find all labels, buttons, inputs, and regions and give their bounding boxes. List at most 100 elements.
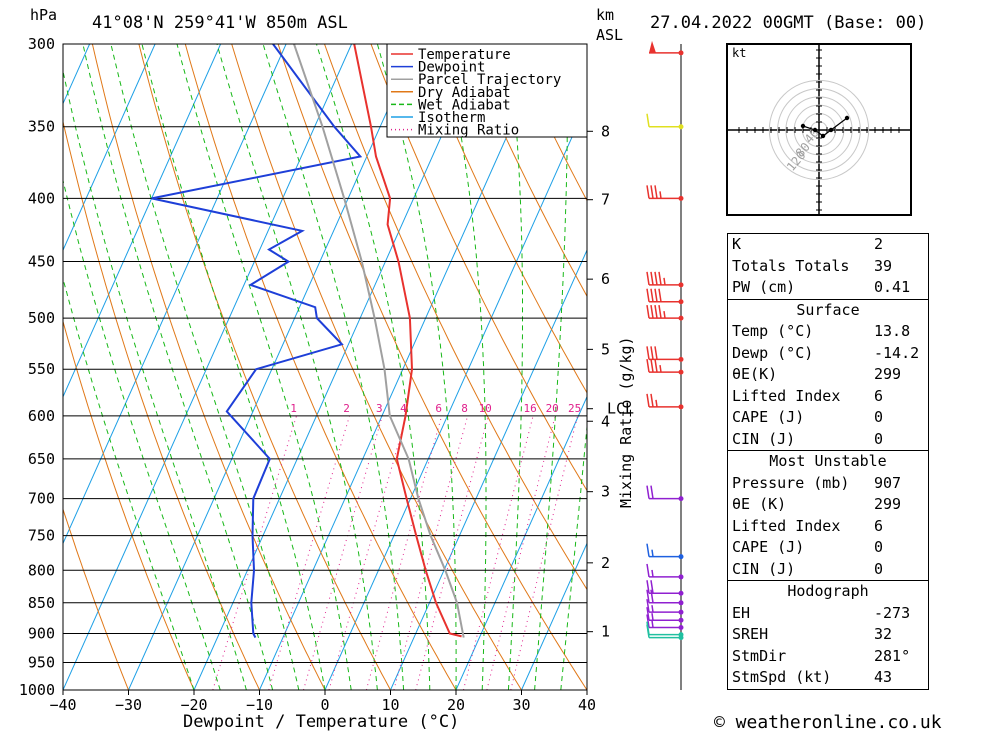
wind-barb-flag bbox=[650, 485, 654, 499]
wet-adiabat-line bbox=[376, 44, 457, 690]
index-label: CAPE (J) bbox=[732, 408, 805, 426]
dry-adiabat-line bbox=[416, 44, 587, 394]
mixing-ratio-line bbox=[365, 415, 443, 690]
hpa-unit-label: hPa bbox=[30, 6, 57, 24]
most-unstable-indices: Most Unstable Pressure (mb) 907 θE (K) 299… bbox=[728, 451, 928, 581]
section-title: Most Unstable bbox=[769, 452, 887, 470]
dry-adiabat-line bbox=[91, 44, 326, 690]
wind-barb-flag bbox=[650, 271, 654, 286]
pressure-tick-label: 350 bbox=[28, 118, 55, 136]
isotherm-line bbox=[63, 44, 287, 545]
index-row: θE(K) 299 bbox=[728, 364, 928, 386]
axes: 3003504004505005506006507007508008509009… bbox=[19, 35, 634, 714]
hodograph-point bbox=[828, 127, 834, 133]
hodograph-ring bbox=[801, 112, 837, 148]
index-value: 2 bbox=[874, 235, 884, 253]
dry-adiabat-line bbox=[63, 119, 260, 690]
index-row: Dewp (°C) -14.2 bbox=[728, 343, 928, 365]
index-value: 0 bbox=[874, 538, 884, 556]
isotherm-line bbox=[128, 44, 418, 690]
index-label: StmSpd (kt) bbox=[732, 668, 832, 686]
wind-barb-flag bbox=[650, 589, 654, 603]
wind-barb-half-flag bbox=[663, 310, 666, 319]
pressure-tick-label: 300 bbox=[28, 35, 55, 53]
wind-barb-flag bbox=[646, 563, 650, 578]
legend-label: Temperature bbox=[418, 47, 511, 63]
index-label: StmDir bbox=[732, 646, 787, 665]
wind-barb-flag bbox=[658, 288, 662, 302]
index-value: 0 bbox=[874, 429, 884, 448]
wind-barb-flag bbox=[654, 185, 658, 199]
isotherm-line bbox=[521, 542, 587, 690]
mixing-ratio-label: 4 bbox=[400, 402, 407, 415]
x-axis-title: Dewpoint / Temperature (°C) bbox=[183, 712, 459, 732]
wet-adiabat-line bbox=[63, 178, 221, 690]
index-value: 13.8 bbox=[874, 322, 911, 340]
wind-barb-flag bbox=[650, 580, 654, 594]
mixing-ratio-label: 20 bbox=[546, 402, 559, 415]
parcel-trajectory-line bbox=[293, 44, 465, 638]
mixing-ratio-label: 2 bbox=[343, 402, 350, 415]
wind-barb-flag bbox=[650, 288, 654, 302]
wind-barb-half-flag bbox=[659, 365, 662, 373]
profile-lines bbox=[151, 44, 465, 639]
index-label: CAPE (J) bbox=[732, 538, 805, 556]
legend-box bbox=[386, 43, 588, 138]
index-value: 32 bbox=[874, 625, 893, 643]
pressure-tick-label: 600 bbox=[28, 407, 55, 425]
index-value: 6 bbox=[874, 516, 884, 535]
wet-adiabat-line bbox=[262, 44, 405, 690]
isotherm-line bbox=[259, 44, 549, 690]
index-row: CIN (J) 0 bbox=[728, 559, 928, 581]
wet-adiabat-line bbox=[442, 44, 487, 690]
wet-adiabat-line bbox=[110, 44, 300, 690]
legend-label: Wet Adiabat bbox=[418, 97, 511, 113]
index-label: Pressure (mb) bbox=[732, 473, 850, 492]
index-label: θE(K) bbox=[732, 365, 778, 383]
wind-barb-flag bbox=[650, 359, 654, 373]
hodograph-ring bbox=[785, 96, 853, 164]
pressure-tick-label: 550 bbox=[28, 360, 55, 378]
section-title: Surface bbox=[796, 300, 860, 319]
wind-barb-half-flag bbox=[659, 191, 662, 199]
isotherm-line bbox=[324, 102, 587, 690]
wind-barb-half-flag bbox=[651, 620, 654, 628]
wind-barb-flag bbox=[650, 304, 654, 319]
index-row: Temp (°C) 13.8 bbox=[728, 321, 928, 343]
mixing-ratio-label: 25 bbox=[568, 402, 581, 415]
wind-barb-flag bbox=[646, 485, 650, 499]
pressure-tick-label: 650 bbox=[28, 450, 55, 468]
wet-adiabat-line bbox=[63, 69, 247, 690]
index-row: θE (K) 299 bbox=[728, 494, 928, 516]
hodograph-point bbox=[800, 123, 806, 129]
wind-barb-flag bbox=[646, 346, 650, 360]
index-row: CAPE (J) 0 bbox=[728, 537, 928, 559]
index-row: EH -273 bbox=[728, 603, 928, 625]
wind-barb-flag bbox=[654, 271, 658, 286]
km-unit-label: km bbox=[596, 6, 614, 24]
surface-indices: Surface Temp (°C) 13.8 Dewp (°C) -14.2 θE(… bbox=[728, 300, 928, 451]
index-value: 281° bbox=[874, 646, 911, 665]
index-row: SREH 32 bbox=[728, 624, 928, 646]
pressure-tick-label: 900 bbox=[28, 625, 55, 643]
index-value: 0.41 bbox=[874, 278, 911, 296]
temp-tick-label: 30 bbox=[512, 696, 530, 714]
wind-barb-flag bbox=[646, 288, 650, 302]
wind-barb-flag bbox=[654, 359, 658, 373]
pressure-tick-label: 500 bbox=[28, 309, 55, 327]
wind-barb-flag bbox=[646, 580, 650, 594]
index-value: 907 bbox=[874, 473, 902, 492]
index-row: StmDir 281° bbox=[728, 646, 928, 668]
mixing-ratio-label: 16 bbox=[523, 402, 536, 415]
temp-tick-label: 20 bbox=[447, 696, 465, 714]
index-row: CIN (J) 0 bbox=[728, 429, 928, 451]
pressure-tick-label: 450 bbox=[28, 253, 55, 271]
wet-adiabat-line bbox=[507, 44, 523, 690]
wind-barb-flag bbox=[646, 185, 650, 199]
mixing-ratio-labels: 1 2 3 4 6 8 10 16 20 25 bbox=[290, 402, 581, 415]
asl-unit-label: ASL bbox=[596, 26, 623, 44]
index-value: 6 bbox=[874, 386, 884, 405]
wind-barb-half-flag bbox=[663, 277, 666, 285]
index-row: Lifted Index 6 bbox=[728, 516, 928, 538]
location-title: 41°08'N 259°41'W 850m ASL bbox=[92, 13, 348, 33]
